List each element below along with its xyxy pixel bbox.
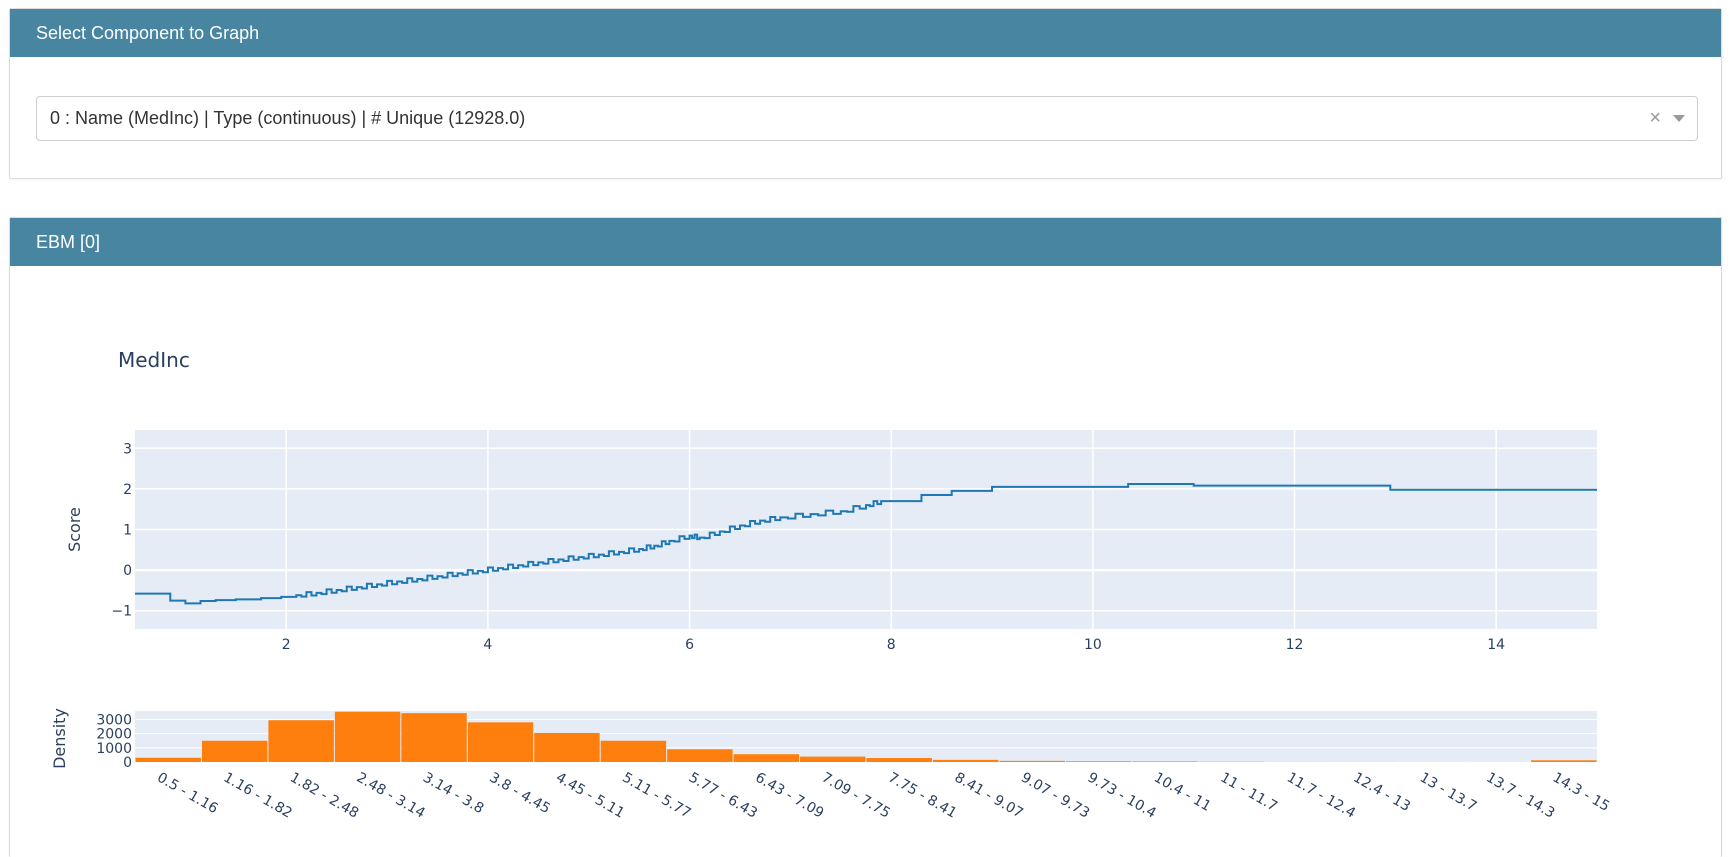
density-bar <box>202 741 267 762</box>
bin-label: 8.41 - 9.07 <box>952 770 1026 822</box>
density-bar <box>667 749 732 762</box>
bin-label: 1.16 - 1.82 <box>221 770 295 822</box>
density-bar <box>734 754 799 762</box>
bin-label: 12.4 - 13 <box>1350 770 1413 815</box>
density-tick-label: 3000 <box>96 713 132 729</box>
bin-label: 14.3 - 15 <box>1550 770 1613 815</box>
x-tick-label: 4 <box>483 637 492 653</box>
bin-label: 5.11 - 5.77 <box>619 770 693 822</box>
density-bar <box>136 758 201 762</box>
x-tick-label: 2 <box>282 637 291 653</box>
density-bar <box>999 761 1064 762</box>
bin-label: 0.5 - 1.16 <box>154 770 220 818</box>
bin-label: 7.75 - 8.41 <box>885 770 959 822</box>
density-bar <box>867 758 932 762</box>
bin-label: 1.82 - 2.48 <box>287 770 361 822</box>
y-tick-label: 0 <box>123 563 132 579</box>
bin-label: 10.4 - 11 <box>1151 770 1214 815</box>
density-bar <box>800 757 865 762</box>
bin-label: 11 - 11.7 <box>1218 770 1281 815</box>
y-tick-label: 2 <box>123 482 132 498</box>
y-tick-label: 3 <box>123 441 132 457</box>
density-bar <box>268 720 333 762</box>
bin-label: 4.45 - 5.11 <box>553 770 627 822</box>
bin-label: 3.14 - 3.8 <box>420 770 486 818</box>
x-tick-label: 12 <box>1286 637 1304 653</box>
bin-label: 3.8 - 4.45 <box>487 770 553 818</box>
y-axis-label: Score <box>65 507 84 552</box>
x-tick-label: 14 <box>1487 637 1505 653</box>
density-tick-label: 0 <box>123 755 132 771</box>
x-tick-label: 6 <box>685 637 694 653</box>
density-bar <box>468 722 533 762</box>
density-axis-label: Density <box>50 708 69 769</box>
bin-label: 6.43 - 7.09 <box>752 770 826 822</box>
y-tick-label: −1 <box>111 604 132 620</box>
y-tick-label: 1 <box>123 523 132 539</box>
bin-label: 5.77 - 6.43 <box>686 770 760 822</box>
bin-label: 9.73 - 10.4 <box>1085 770 1159 822</box>
chart-title: MedInc <box>118 348 190 372</box>
bin-label: 7.09 - 7.75 <box>819 770 893 822</box>
x-tick-label: 10 <box>1084 637 1102 653</box>
density-bar <box>1066 761 1131 762</box>
density-tick-label: 1000 <box>96 741 132 757</box>
bin-label: 9.07 - 9.73 <box>1018 770 1092 822</box>
density-bar <box>335 712 400 762</box>
density-bar <box>401 713 466 762</box>
density-bar <box>1132 761 1197 762</box>
density-bar <box>534 733 599 762</box>
bin-label: 13 - 13.7 <box>1417 770 1480 815</box>
x-tick-label: 8 <box>887 637 896 653</box>
bin-label: 2.48 - 3.14 <box>354 770 428 822</box>
bin-label: 11.7 - 12.4 <box>1284 770 1358 822</box>
density-bar <box>933 760 998 762</box>
density-bar <box>601 741 666 762</box>
density-bar <box>1531 760 1596 762</box>
density-tick-label: 2000 <box>96 727 132 743</box>
bin-label: 13.7 - 14.3 <box>1483 770 1557 822</box>
